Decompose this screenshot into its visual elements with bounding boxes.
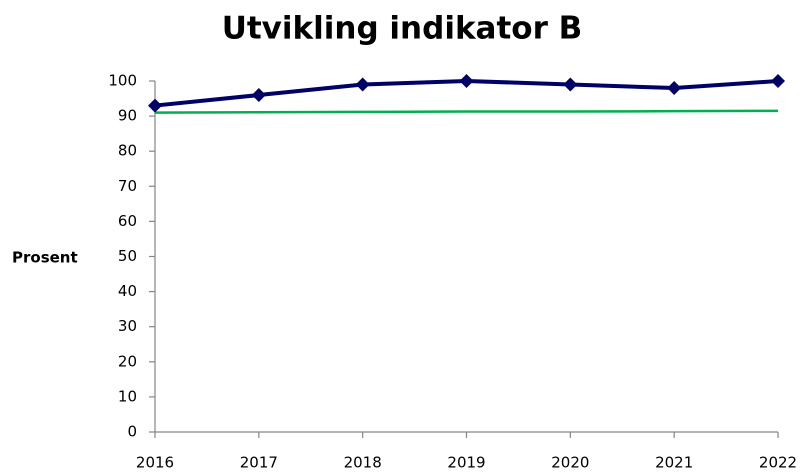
y-tick-label: 60	[118, 212, 137, 230]
series-line	[154, 109, 779, 114]
chart-title: Utvikling indikator B	[222, 11, 583, 47]
y-tick-label: 0	[127, 423, 137, 441]
data-point	[667, 81, 682, 96]
y-tick-label: 100	[108, 72, 137, 90]
data-point	[563, 77, 578, 92]
y-tick-label: 50	[118, 247, 137, 265]
y-tick-label: 20	[118, 352, 137, 370]
data-point	[251, 88, 266, 103]
y-tick-label: 40	[118, 282, 137, 300]
data-point	[148, 98, 162, 113]
x-tick-label: 2020	[551, 454, 589, 472]
y-axis-label: Prosent	[12, 249, 78, 267]
data-point	[459, 74, 474, 88]
x-tick-label: 2016	[136, 454, 174, 472]
y-tick-label: 90	[118, 107, 137, 125]
y-tick-label: 30	[118, 317, 137, 335]
x-tick-label: 2018	[344, 454, 382, 472]
data-point	[771, 74, 785, 88]
x-tick-label: 2021	[655, 454, 693, 472]
data-point	[355, 77, 370, 92]
y-tick-label: 80	[118, 142, 137, 160]
y-tick-label: 10	[118, 387, 137, 405]
x-tick-label: 2022	[759, 454, 797, 472]
x-tick-label: 2017	[240, 454, 278, 472]
y-tick-label: 70	[118, 177, 137, 195]
x-tick-label: 2019	[447, 454, 485, 472]
